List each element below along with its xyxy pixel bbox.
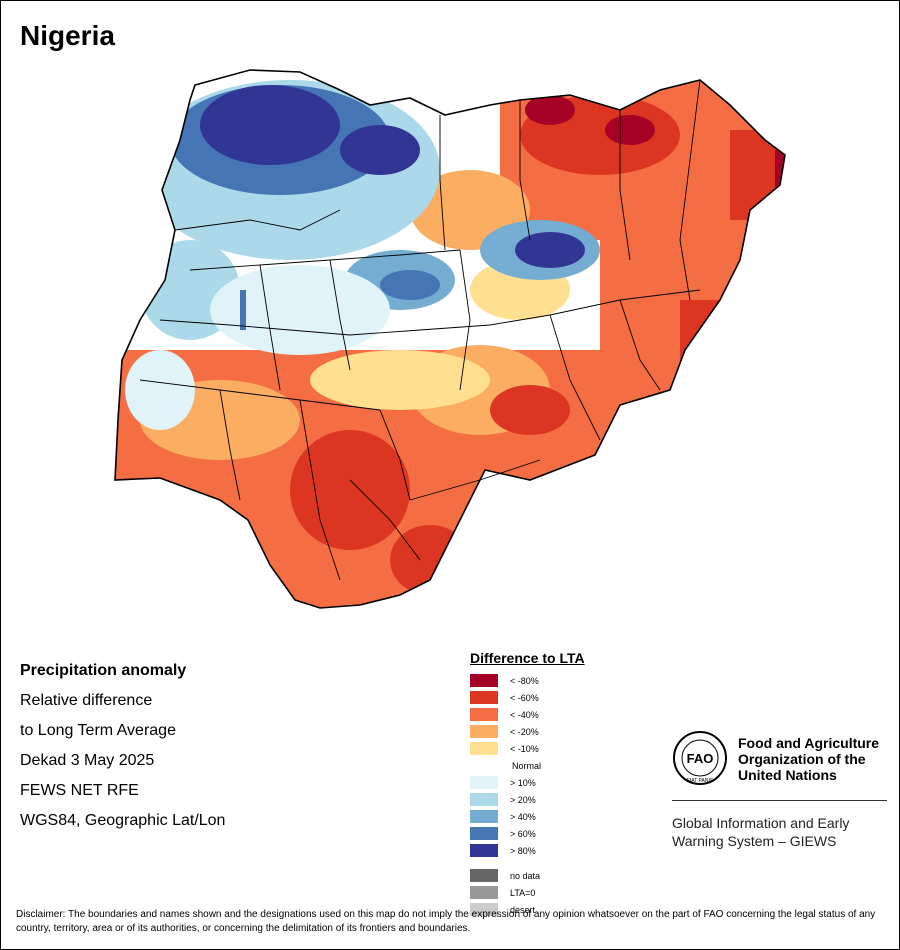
giews-name: Global Information and Early Warning Sys… bbox=[672, 815, 850, 849]
legend-item: < -80% bbox=[470, 672, 660, 689]
legend-item-normal: Normal bbox=[470, 757, 660, 774]
legend-title: Difference to LTA bbox=[470, 650, 585, 666]
legend-label: < -80% bbox=[510, 675, 539, 686]
legend-label: > 80% bbox=[510, 845, 536, 856]
legend-swatch bbox=[470, 776, 498, 789]
legend-item: < -40% bbox=[470, 706, 660, 723]
info-dekad: Dekad 3 May 2025 bbox=[20, 752, 155, 769]
fao-divider bbox=[672, 800, 887, 801]
legend-label: < -60% bbox=[510, 692, 539, 703]
legend-swatch bbox=[470, 844, 498, 857]
legend-item: > 60% bbox=[470, 825, 660, 842]
legend-swatch bbox=[470, 903, 498, 916]
map-info: Precipitation anomaly Relative differenc… bbox=[20, 656, 225, 836]
legend-label: > 40% bbox=[510, 811, 536, 822]
nigeria-map-svg bbox=[114, 69, 786, 609]
legend-swatch bbox=[470, 758, 500, 773]
legend-item: > 40% bbox=[470, 808, 660, 825]
fao-name: Food and Agriculture Organization of the… bbox=[738, 735, 880, 783]
legend-item: < -20% bbox=[470, 723, 660, 740]
info-line-3: to Long Term Average bbox=[20, 722, 176, 739]
fao-logo-icon: FAO FIAT PANIS bbox=[673, 731, 727, 785]
fao-logo-text: FAO bbox=[687, 751, 714, 766]
legend-item: > 10% bbox=[470, 774, 660, 791]
legend-swatch bbox=[470, 742, 498, 755]
legend-label: < -40% bbox=[510, 709, 539, 720]
legend-label: Normal bbox=[512, 760, 542, 771]
map-title: Nigeria bbox=[20, 20, 115, 51]
legend-label: < -20% bbox=[510, 726, 539, 737]
legend-item: no data bbox=[470, 867, 660, 884]
info-projection: WGS84, Geographic Lat/Lon bbox=[20, 812, 226, 829]
legend-label: LTA=0 bbox=[510, 887, 536, 898]
legend-item: LTA=0 bbox=[470, 884, 660, 901]
legend-label: > 20% bbox=[510, 794, 536, 805]
fao-logo-motto: FIAT PANIS bbox=[687, 778, 714, 784]
legend-item: > 80% bbox=[470, 842, 660, 859]
legend-dry: < -80% < -60% < -40% < -20% < -10% bbox=[470, 672, 660, 757]
legend-item: desert bbox=[470, 901, 660, 918]
nigeria-map bbox=[100, 60, 800, 620]
legend-label: > 60% bbox=[510, 828, 536, 839]
legend-swatch bbox=[470, 810, 498, 823]
legend-label: no data bbox=[510, 870, 541, 881]
legend-swatch bbox=[470, 708, 498, 721]
legend-swatch bbox=[470, 674, 498, 687]
info-line-2: Relative difference bbox=[20, 692, 153, 709]
legend-swatch bbox=[470, 691, 498, 704]
legend-swatch bbox=[470, 725, 498, 738]
legend-wet: > 10% > 20% > 40% > 60% > 80% bbox=[470, 774, 660, 859]
info-source: FEWS NET RFE bbox=[20, 782, 139, 799]
legend-swatch bbox=[470, 793, 498, 806]
legend-label: > 10% bbox=[510, 777, 536, 788]
legend-item: > 20% bbox=[470, 791, 660, 808]
legend-gap bbox=[470, 859, 660, 867]
legend-item: < -60% bbox=[470, 689, 660, 706]
legend-swatch bbox=[470, 827, 498, 840]
info-title: Precipitation anomaly bbox=[20, 662, 187, 679]
legend-label: desert bbox=[510, 904, 536, 915]
legend: Difference to LTA < -80% < -60% < -40% <… bbox=[470, 650, 660, 918]
legend-label: < -10% bbox=[510, 743, 539, 754]
disclaimer: Disclaimer: The boundaries and names sho… bbox=[16, 909, 876, 934]
legend-item: < -10% bbox=[470, 740, 660, 757]
legend-swatch bbox=[470, 869, 498, 882]
legend-other: no data LTA=0 desert bbox=[470, 867, 660, 918]
legend-swatch bbox=[470, 886, 498, 899]
